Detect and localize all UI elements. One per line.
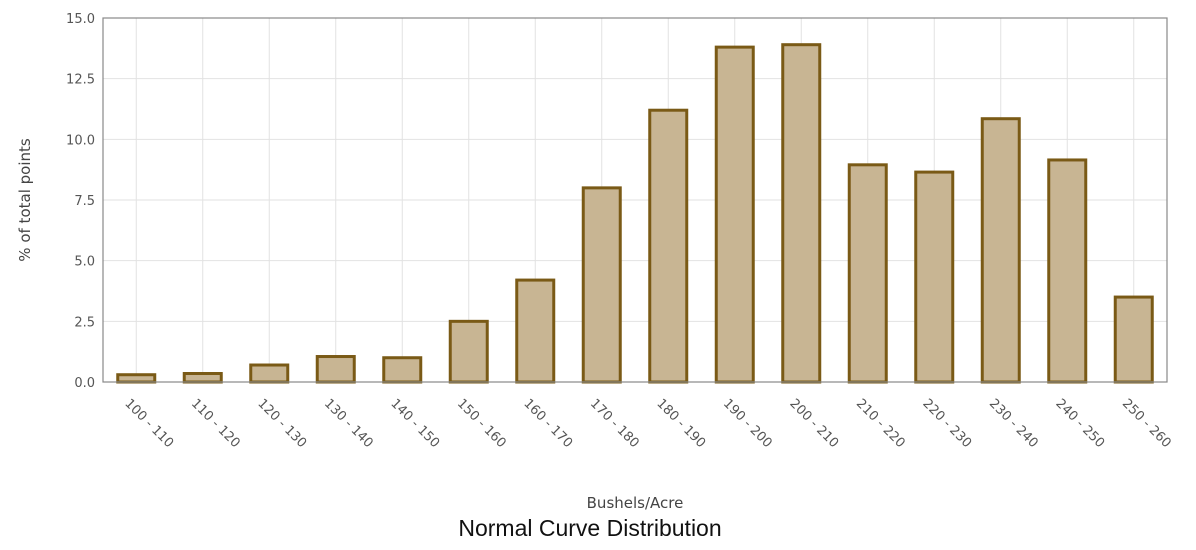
x-tick-label: 100 - 110 [121,396,176,451]
y-tick-label: 12.5 [66,73,95,88]
bar-120-130 [249,363,290,384]
x-tick-label: 200 - 210 [786,396,841,451]
bar-200-210 [781,43,822,384]
bar-230-240 [980,117,1021,384]
bar-100-110 [116,373,157,384]
plot-area-frame [102,17,1168,383]
x-tick-label: 170 - 180 [587,396,642,451]
bar-240-250 [1047,158,1088,384]
x-axis-title: Bushels/Acre [587,494,684,512]
chart-title: Normal Curve Distribution [458,515,721,541]
x-tick-label: 150 - 160 [454,396,509,451]
x-tick-label: 140 - 150 [387,396,442,451]
x-tick-label: 160 - 170 [520,396,575,451]
bar-140-150 [382,356,423,384]
y-axis-title: % of total points [16,138,34,262]
x-axis-ticks: 100 - 110 110 - 120 120 - 130 130 - 140 140 … [121,396,1173,451]
bar-180-190 [648,108,689,384]
x-tick-label: 180 - 190 [653,396,708,451]
x-tick-label: 240 - 250 [1052,396,1107,451]
x-tick-label: 130 - 140 [321,396,376,451]
y-tick-label: 7.5 [74,194,95,209]
x-tick-label: 250 - 260 [1119,396,1174,451]
bar-160-170 [515,278,556,384]
bars [116,43,1154,384]
bar-110-120 [182,372,223,384]
y-tick-label: 2.5 [74,315,95,330]
y-tick-label: 15.0 [66,12,95,27]
bar-130-140 [315,355,356,384]
y-axis-ticks: 0.0 2.5 5.0 7.5 10.0 12.5 15.0 [66,12,95,391]
x-tick-label: 190 - 200 [720,396,775,451]
x-tick-label: 210 - 220 [853,396,908,451]
x-tick-label: 230 - 240 [986,396,1041,451]
x-tick-label: 220 - 230 [919,396,974,451]
y-tick-label: 0.0 [74,376,95,391]
bar-250-260 [1113,295,1154,384]
bar-190-200 [714,45,755,384]
y-tick-label: 10.0 [66,133,95,148]
bar-150-160 [448,319,489,384]
x-tick-label: 120 - 130 [254,396,309,451]
bar-220-230 [914,170,955,384]
bar-210-220 [847,163,888,384]
y-tick-label: 5.0 [74,255,95,270]
x-tick-label: 110 - 120 [188,396,243,451]
bar-170-180 [581,186,622,384]
